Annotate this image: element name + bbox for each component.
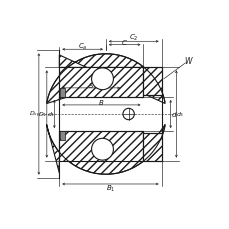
Text: $d$: $d$ — [170, 110, 177, 119]
Text: $d_1$: $d_1$ — [46, 110, 55, 119]
Text: $B_1$: $B_1$ — [105, 183, 115, 193]
Polygon shape — [59, 131, 143, 161]
Bar — [60, 88, 64, 98]
Text: $D_1$: $D_1$ — [38, 110, 47, 119]
Text: $D_{sp}$: $D_{sp}$ — [28, 109, 40, 120]
Polygon shape — [46, 55, 164, 104]
Text: $C$: $C$ — [121, 38, 128, 46]
Circle shape — [91, 68, 113, 90]
Circle shape — [123, 109, 134, 120]
Bar — [60, 131, 64, 141]
Text: $C_2$: $C_2$ — [128, 33, 138, 43]
Polygon shape — [59, 68, 143, 98]
Text: $B$: $B$ — [98, 98, 104, 106]
Circle shape — [91, 139, 113, 161]
Polygon shape — [46, 125, 164, 174]
Text: $C_a$: $C_a$ — [77, 42, 87, 52]
Text: $S$: $S$ — [88, 81, 94, 90]
Text: $d_3$: $d_3$ — [175, 110, 184, 119]
Polygon shape — [143, 134, 161, 161]
Text: $W$: $W$ — [183, 55, 193, 66]
Polygon shape — [143, 68, 161, 95]
